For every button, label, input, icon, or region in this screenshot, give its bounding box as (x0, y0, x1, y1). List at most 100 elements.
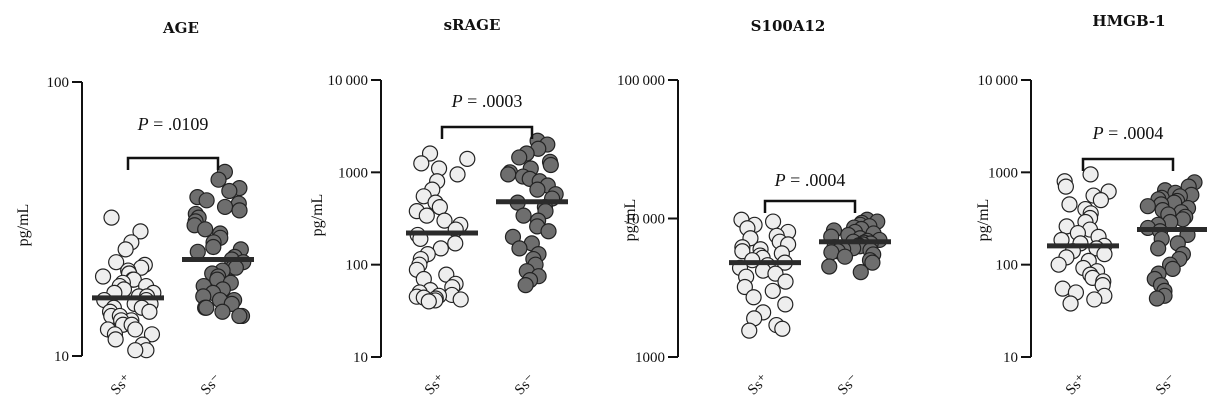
data-point (1050, 256, 1067, 273)
y-tick-label: 1000 (988, 165, 1018, 181)
p-symbol: P (1092, 123, 1104, 143)
panel-age: AGE 10 100 pg/mL Ss⁺ Ss⁻ P = .0109 (15, 19, 254, 398)
data-point (436, 212, 453, 229)
data-point (107, 331, 124, 348)
y-tick-label: 100 (47, 75, 70, 91)
data-point (231, 307, 248, 325)
chart-title: AGE (162, 19, 199, 37)
data-point (1139, 198, 1156, 215)
data-point (94, 268, 112, 285)
p-symbol: P (451, 91, 463, 111)
data-point (836, 248, 854, 265)
panel-s100a12: S100A12 1000 10 000 100 000 pg/mL Ss⁺ Ss⁻ P = .… (617, 17, 891, 398)
data-point (216, 198, 234, 216)
y-axis-label: pg/mL (622, 199, 639, 242)
data-point (431, 199, 448, 216)
data-point (141, 303, 158, 320)
p-value: = .0004 (786, 170, 846, 190)
data-point (127, 342, 144, 359)
data-point (736, 278, 753, 296)
p-value: = .0004 (1104, 123, 1164, 143)
data-point (127, 321, 144, 338)
p-value-label: P = .0004 (774, 170, 846, 190)
data-point (542, 156, 559, 174)
data-point (1164, 260, 1181, 277)
x-category-label: Ss⁺ (1063, 372, 1090, 399)
data-point (540, 223, 557, 240)
significance-bracket (126, 156, 220, 170)
y-tick-label: 100 (346, 258, 369, 274)
y-tick-label: 100 000 (617, 73, 665, 89)
y-tick-label: 1000 (635, 350, 665, 366)
y-axis-label: pg/mL (15, 204, 32, 247)
data-point (117, 241, 134, 258)
data-point (764, 213, 782, 230)
significance-bracket (440, 125, 534, 139)
data-point (143, 326, 161, 343)
panel-srage: sRAGE 10 100 1000 10 000 pg/mL Ss⁺ Ss⁻ P = .0003 (309, 16, 568, 398)
p-symbol: P (774, 170, 786, 190)
data-point (1092, 192, 1109, 209)
x-category-label: Ss⁻ (198, 372, 225, 399)
data-point (823, 244, 840, 261)
chart-title: S100A12 (751, 17, 826, 35)
data-point (198, 299, 215, 316)
data-point (777, 273, 794, 290)
x-category-label: Ss⁺ (108, 372, 135, 399)
significance-bracket (763, 199, 857, 213)
data-point (500, 166, 517, 183)
y-tick-label: 10 000 (327, 73, 368, 89)
y-tick-label: 10 (353, 350, 368, 366)
data-point (511, 240, 528, 257)
data-point (864, 254, 881, 271)
data-point (221, 182, 238, 200)
data-point (214, 303, 231, 320)
p-value-label: P = .0109 (137, 114, 209, 134)
data-point (197, 221, 214, 238)
p-value: = .0003 (463, 91, 523, 111)
data-point (447, 235, 464, 252)
data-point (529, 181, 546, 198)
data-point (821, 258, 838, 275)
data-point (227, 259, 244, 276)
data-point (452, 291, 469, 308)
y-axis-label: pg/mL (975, 199, 992, 242)
data-point (420, 293, 437, 310)
data-point (774, 320, 791, 337)
x-category-label: Ss⁺ (422, 372, 449, 399)
x-category-label: Ss⁻ (512, 372, 539, 399)
data-point (1150, 240, 1167, 257)
data-point (515, 207, 532, 224)
x-category-label: Ss⁻ (1153, 372, 1180, 399)
data-point (418, 207, 435, 224)
data-point (745, 289, 762, 306)
p-value: = .0109 (149, 114, 209, 134)
data-point (741, 322, 758, 339)
data-point (1082, 166, 1099, 183)
data-point (511, 149, 528, 166)
chart-title: HMGB-1 (1092, 12, 1165, 30)
y-tick-label: 10 (1003, 350, 1018, 366)
y-tick-label: 10 000 (624, 212, 665, 228)
chart-title: sRAGE (444, 16, 501, 34)
y-tick-label: 1000 (338, 165, 368, 181)
data-point (517, 277, 534, 294)
data-point (449, 166, 466, 183)
data-point (852, 264, 869, 281)
y-tick-label: 10 000 (977, 73, 1018, 89)
data-point (777, 296, 794, 313)
y-tick-label: 10 (54, 349, 69, 365)
y-axis-label: pg/mL (309, 194, 326, 237)
x-category-label: Ss⁺ (745, 372, 772, 399)
data-point (1096, 246, 1113, 263)
data-point (413, 155, 430, 172)
data-point (1062, 295, 1079, 312)
data-point (103, 209, 120, 226)
data-point (132, 223, 149, 240)
data-point (1061, 196, 1078, 213)
x-category-label: Ss⁻ (835, 372, 862, 399)
data-point (1086, 291, 1103, 308)
y-tick-label: 100 (996, 258, 1019, 274)
data-point (459, 150, 476, 167)
